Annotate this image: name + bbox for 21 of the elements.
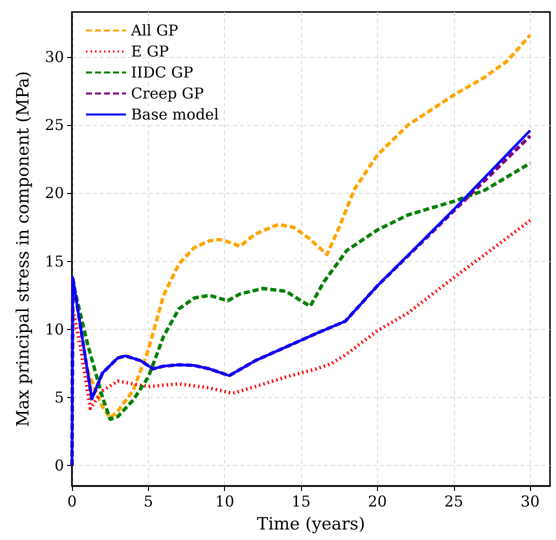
y-axis-title: Max principal stress in component (MPa)	[14, 71, 34, 427]
y-tick-label: 5	[54, 388, 64, 406]
legend-label: Creep GP	[131, 84, 204, 102]
y-tick-label: 25	[44, 116, 64, 134]
y-tick-label: 30	[44, 48, 64, 66]
x-tick-label: 15	[292, 492, 311, 510]
x-tick-label: 25	[444, 492, 464, 510]
y-tick-label: 15	[44, 252, 64, 270]
y-tick-label: 0	[54, 456, 64, 475]
legend-label: IIDC GP	[131, 64, 194, 82]
x-tick-label: 30	[520, 492, 540, 510]
x-tick-label: 10	[215, 492, 234, 510]
y-tick-label: 20	[44, 184, 64, 202]
x-axis-title: Time (years)	[256, 514, 366, 534]
legend-label: Base model	[131, 106, 220, 124]
legend-label: E GP	[131, 42, 169, 60]
y-tick-label: 10	[44, 320, 64, 338]
legend-label: All GP	[130, 22, 178, 40]
x-tick-label: 0	[67, 492, 77, 510]
x-tick-label: 5	[144, 492, 154, 510]
x-tick-label: 20	[368, 492, 387, 510]
